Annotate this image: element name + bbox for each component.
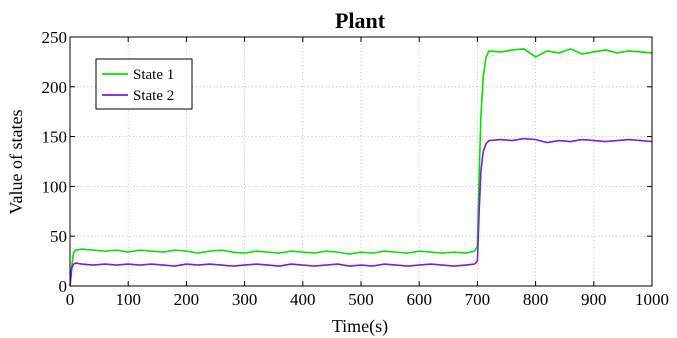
x-tick-label: 400	[290, 290, 316, 309]
y-axis-label: Value of states	[6, 110, 26, 215]
legend-label-1: State 1	[133, 67, 174, 83]
series-line-2	[69, 137, 653, 287]
x-tick-label: 800	[523, 290, 549, 309]
y-tick-label: 0	[59, 277, 68, 296]
tick-labels: 0 100 200 300 400 500 600 700 800 900 1000 0 50 100 15…	[42, 28, 670, 309]
x-tick-label: 500	[348, 290, 374, 309]
legend-box	[95, 58, 193, 110]
x-tick-label: 0	[66, 290, 75, 309]
y-tick-label: 50	[50, 227, 67, 246]
series-layer	[69, 48, 653, 287]
x-tick-label: 1000	[635, 290, 669, 309]
legend-label-2: State 2	[133, 88, 174, 104]
x-tick-label: 900	[581, 290, 607, 309]
x-tick-label: 600	[406, 290, 432, 309]
grid	[70, 37, 652, 286]
x-tick-label: 300	[232, 290, 258, 309]
x-axis-label: Time(s)	[332, 316, 388, 337]
y-tick-label: 200	[42, 78, 68, 97]
y-tick-label: 150	[42, 128, 68, 147]
x-tick-label: 100	[115, 290, 141, 309]
x-tick-label: 700	[465, 290, 491, 309]
ticks	[69, 36, 653, 287]
y-tick-label: 100	[42, 177, 68, 196]
legend: State 1 State 2	[95, 58, 193, 110]
series-line-1	[69, 48, 653, 287]
chart-title: Plant	[335, 8, 386, 33]
x-tick-label: 200	[174, 290, 200, 309]
y-tick-label: 250	[42, 28, 68, 47]
